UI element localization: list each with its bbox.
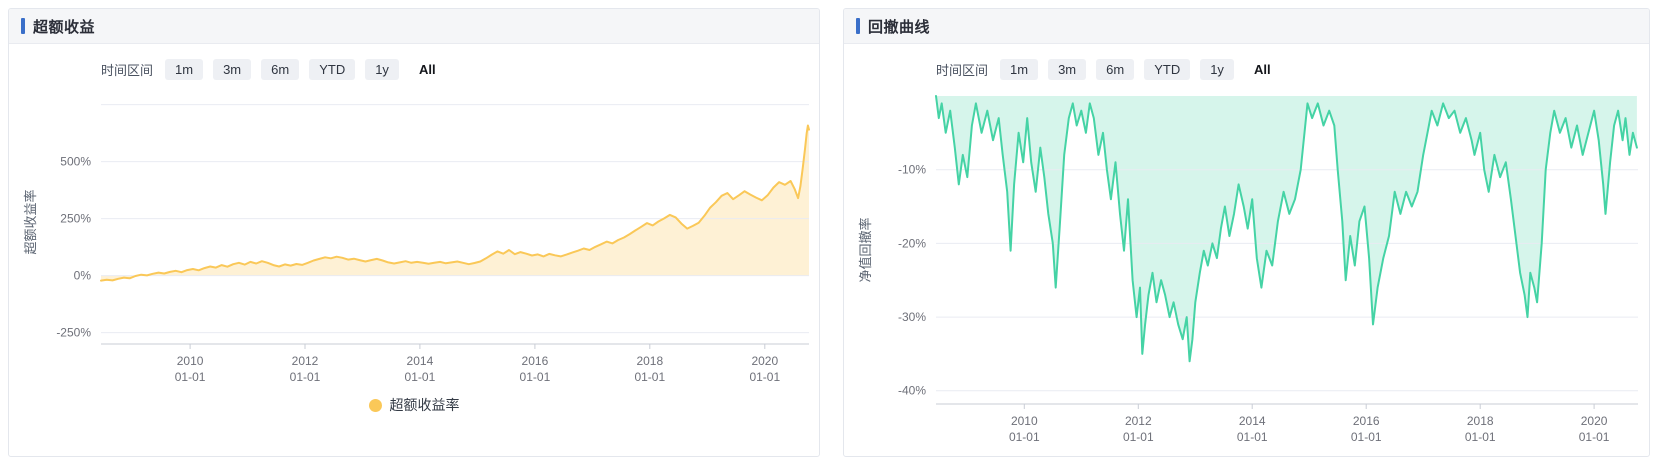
svg-text:2020: 2020 — [1581, 414, 1608, 428]
chart-legend[interactable]: 超额收益率 — [9, 395, 819, 415]
y-axis-title: 超额收益率 — [23, 189, 38, 254]
panel-title: 回撤曲线 — [868, 18, 931, 36]
legend-marker-dot — [368, 398, 382, 412]
净值回撤率-svg: -10% -20% -30% -40% 2010 01-01 2012 01-01 2014 01… — [858, 95, 1638, 444]
svg-text:01-01: 01-01 — [175, 370, 206, 384]
svg-text:01-01: 01-01 — [405, 370, 436, 384]
svg-text:2016: 2016 — [522, 354, 549, 368]
svg-text:2014: 2014 — [407, 354, 434, 368]
svg-text:2018: 2018 — [1467, 414, 1494, 428]
svg-text:-250%: -250% — [56, 326, 91, 340]
y-axis-title: 净值回撤率 — [858, 217, 873, 282]
time-range-buttons: 1m 3m 6m YTD 1y All — [165, 59, 446, 80]
svg-text:2012: 2012 — [1125, 414, 1152, 428]
svg-text:2014: 2014 — [1239, 414, 1266, 428]
panel-title: 超额收益 — [33, 18, 96, 36]
range-button-all[interactable]: All — [409, 59, 446, 80]
range-button-6m[interactable]: 6m — [1096, 59, 1135, 80]
range-button-ytd[interactable]: YTD — [1144, 59, 1191, 80]
svg-text:250%: 250% — [60, 212, 91, 226]
svg-text:01-01: 01-01 — [1579, 430, 1610, 444]
svg-text:01-01: 01-01 — [1237, 430, 1268, 444]
title-accent-bar — [856, 18, 860, 34]
svg-text:2018: 2018 — [636, 354, 663, 368]
svg-text:0%: 0% — [74, 269, 92, 283]
svg-text:-10%: -10% — [898, 163, 926, 177]
range-button-1y[interactable]: 1y — [365, 59, 399, 80]
svg-text:2010: 2010 — [177, 354, 204, 368]
excess-return-chart: 500% 250% 0% -250% 2010 01-01 2012 01-01 2014 01-… — [9, 86, 819, 393]
svg-text:01-01: 01-01 — [634, 370, 665, 384]
svg-text:01-01: 01-01 — [520, 370, 551, 384]
range-button-6m[interactable]: 6m — [261, 59, 300, 80]
svg-text:-20%: -20% — [898, 236, 926, 250]
title-accent-bar — [21, 18, 25, 34]
time-range-label: 时间区间 — [101, 63, 154, 78]
svg-text:500%: 500% — [60, 155, 91, 169]
drawdown-chart: -10% -20% -30% -40% 2010 01-01 2012 01-01 2014 01… — [844, 86, 1649, 451]
svg-text:01-01: 01-01 — [1351, 430, 1382, 444]
time-range-label: 时间区间 — [936, 63, 989, 78]
time-range-buttons: 1m 3m 6m YTD 1y All — [1000, 59, 1281, 80]
legend-label: 超额收益率 — [389, 397, 460, 413]
svg-text:2010: 2010 — [1011, 414, 1038, 428]
svg-text:01-01: 01-01 — [1465, 430, 1496, 444]
range-button-3m[interactable]: 3m — [213, 59, 252, 80]
excess-return-panel: 超额收益 时间区间 1m 3m 6m YTD 1y All 500% 250% 0% -250%… — [8, 8, 820, 457]
svg-text:2020: 2020 — [751, 354, 778, 368]
drawdown-panel-header: 回撤曲线 — [844, 9, 1649, 44]
excess-return-panel-header: 超额收益 — [9, 9, 819, 44]
time-range-toolbar: 时间区间 1m 3m 6m YTD 1y All — [936, 57, 1649, 82]
drawdown-panel: 回撤曲线 时间区间 1m 3m 6m YTD 1y All -10% -20% -30% -40… — [843, 8, 1650, 457]
svg-text:2012: 2012 — [292, 354, 319, 368]
range-button-ytd[interactable]: YTD — [309, 59, 356, 80]
svg-text:01-01: 01-01 — [1009, 430, 1040, 444]
超额收益率-svg: 500% 250% 0% -250% 2010 01-01 2012 01-01 2014 01-… — [23, 104, 810, 384]
svg-text:01-01: 01-01 — [1123, 430, 1154, 444]
svg-text:01-01: 01-01 — [749, 370, 780, 384]
range-button-all[interactable]: All — [1244, 59, 1281, 80]
range-button-1y[interactable]: 1y — [1200, 59, 1234, 80]
range-button-1m[interactable]: 1m — [1000, 59, 1039, 80]
svg-text:-40%: -40% — [898, 384, 926, 398]
time-range-toolbar: 时间区间 1m 3m 6m YTD 1y All — [101, 57, 819, 82]
range-button-1m[interactable]: 1m — [165, 59, 204, 80]
svg-text:01-01: 01-01 — [290, 370, 321, 384]
range-button-3m[interactable]: 3m — [1048, 59, 1087, 80]
svg-text:-30%: -30% — [898, 310, 926, 324]
svg-text:2016: 2016 — [1353, 414, 1380, 428]
